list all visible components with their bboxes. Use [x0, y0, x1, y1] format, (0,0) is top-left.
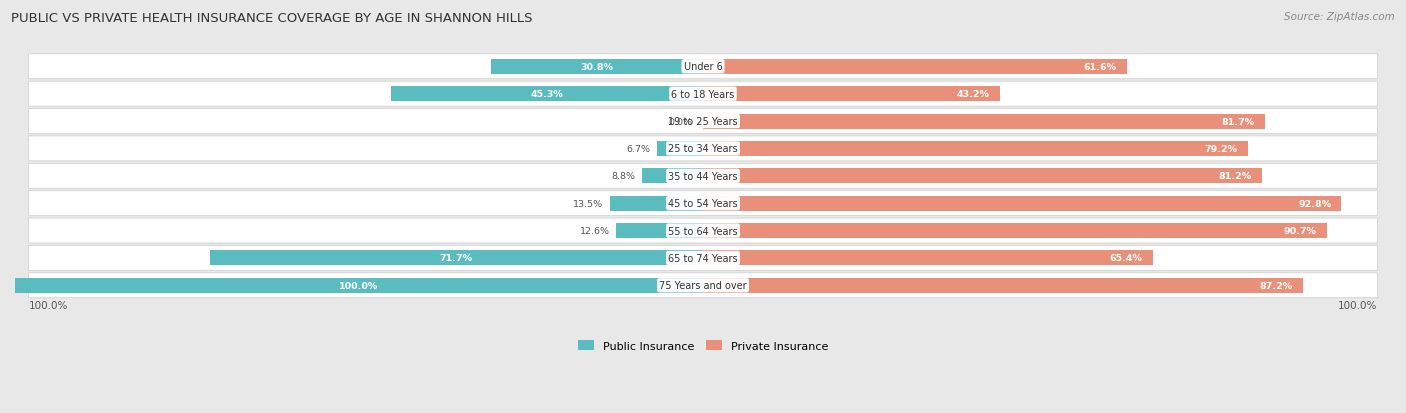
Bar	[391, 87, 703, 102]
Text: 61.6%: 61.6%	[1084, 63, 1116, 71]
Text: 25 to 34 Years: 25 to 34 Years	[668, 144, 738, 154]
Bar	[657, 142, 703, 157]
Text: 65.4%: 65.4%	[1109, 254, 1143, 263]
FancyBboxPatch shape	[28, 164, 1378, 189]
Text: 35 to 44 Years: 35 to 44 Years	[668, 171, 738, 181]
Bar	[703, 114, 1265, 129]
Bar	[703, 278, 1303, 293]
Bar	[610, 196, 703, 211]
Text: 6.7%: 6.7%	[626, 145, 650, 154]
Bar	[703, 196, 1341, 211]
FancyBboxPatch shape	[28, 55, 1378, 80]
Bar	[703, 59, 1126, 75]
Text: 100.0%: 100.0%	[339, 281, 378, 290]
Bar	[703, 142, 1249, 157]
Bar	[616, 223, 703, 238]
Text: 13.5%: 13.5%	[574, 199, 603, 208]
Bar	[703, 87, 1000, 102]
FancyBboxPatch shape	[28, 137, 1378, 161]
Bar	[703, 223, 1327, 238]
Text: 45.3%: 45.3%	[531, 90, 564, 99]
Text: 100.0%: 100.0%	[28, 300, 67, 310]
Text: Source: ZipAtlas.com: Source: ZipAtlas.com	[1284, 12, 1395, 22]
Text: 8.8%: 8.8%	[612, 172, 636, 181]
FancyBboxPatch shape	[28, 273, 1378, 298]
Bar	[209, 251, 703, 266]
Text: PUBLIC VS PRIVATE HEALTH INSURANCE COVERAGE BY AGE IN SHANNON HILLS: PUBLIC VS PRIVATE HEALTH INSURANCE COVER…	[11, 12, 533, 25]
Bar	[643, 169, 703, 184]
Bar	[703, 251, 1153, 266]
Text: 71.7%: 71.7%	[440, 254, 472, 263]
Bar	[703, 169, 1261, 184]
Text: 81.7%: 81.7%	[1222, 117, 1254, 126]
Text: Under 6: Under 6	[683, 62, 723, 72]
Text: 0.0%: 0.0%	[669, 117, 693, 126]
Bar	[15, 278, 703, 293]
FancyBboxPatch shape	[28, 109, 1378, 134]
Text: 12.6%: 12.6%	[579, 226, 609, 235]
Text: 43.2%: 43.2%	[957, 90, 990, 99]
Text: 79.2%: 79.2%	[1205, 145, 1237, 154]
Text: 87.2%: 87.2%	[1260, 281, 1292, 290]
FancyBboxPatch shape	[28, 191, 1378, 216]
Text: 75 Years and over: 75 Years and over	[659, 280, 747, 291]
FancyBboxPatch shape	[28, 218, 1378, 243]
FancyBboxPatch shape	[28, 82, 1378, 107]
Bar	[491, 59, 703, 75]
Text: 90.7%: 90.7%	[1284, 226, 1316, 235]
Legend: Public Insurance, Private Insurance: Public Insurance, Private Insurance	[574, 336, 832, 356]
Text: 92.8%: 92.8%	[1298, 199, 1331, 208]
Text: 65 to 74 Years: 65 to 74 Years	[668, 253, 738, 263]
Text: 45 to 54 Years: 45 to 54 Years	[668, 199, 738, 209]
Text: 100.0%: 100.0%	[1339, 300, 1378, 310]
FancyBboxPatch shape	[28, 246, 1378, 271]
Text: 6 to 18 Years: 6 to 18 Years	[672, 90, 734, 100]
Text: 30.8%: 30.8%	[581, 63, 613, 71]
Text: 19 to 25 Years: 19 to 25 Years	[668, 117, 738, 127]
Text: 55 to 64 Years: 55 to 64 Years	[668, 226, 738, 236]
Text: 81.2%: 81.2%	[1218, 172, 1251, 181]
